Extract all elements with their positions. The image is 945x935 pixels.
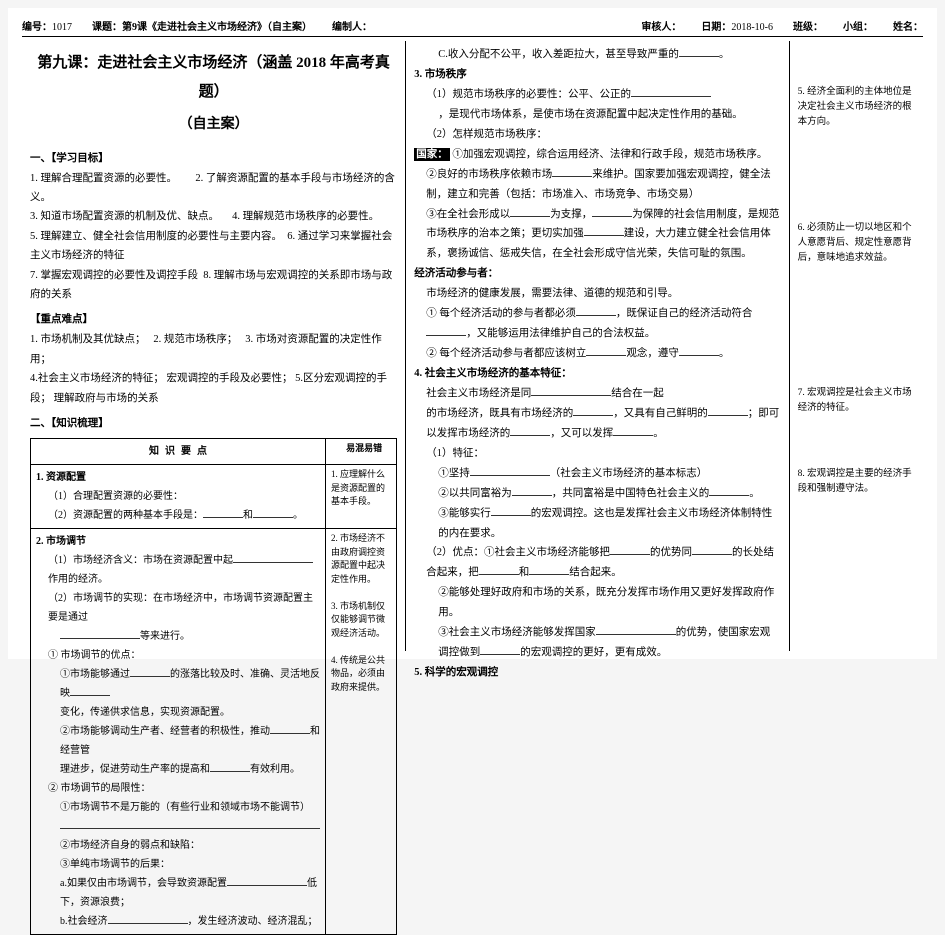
column-right: 5. 经济全面利的主体地位是决定社会主义市场经济的根本方向。 6. 必须防止一切… [789,41,923,651]
goals-heading: 一、【学习目标】 [30,149,397,169]
goal-row-1: 1. 理解合理配置资源的必要性。 2. 了解资源配置的基本手段与市场经济的含义。 [30,169,397,208]
table-right-notes: 2. 市场经济不由政府调控资源配置中起决定性作用。 3. 市场机制仅仅能够调节微… [326,529,397,935]
header-id: 编号：1017 [22,18,72,33]
header-class: 班级： [793,18,823,33]
lesson-title: 第九课：走进社会主义市场经济（涵盖 2018 年高考真题） [30,49,397,106]
section-5-head: 5. 科学的宏观调控 [414,663,780,683]
text-line: ，是现代市场体系，是使市场在资源配置中起决定性作用的基础。 [414,105,780,125]
fill-blank-line: ②良好的市场秩序依赖市场来维护。国家要加强宏观调控，健全法制，建立和完善（包括：… [414,165,780,205]
page-container: 编号：1017 课题：第9课《走进社会主义市场经济》（自主案） 编制人： 审核人… [8,8,937,659]
fill-blank-line: ③能够实行的宏观调控。这也是发挥社会主义市场经济体制特性的内在要求。 [414,504,780,544]
fill-blank-line: ①坚持（社会主义市场经济的基本标志） [414,464,780,484]
line-c: C.收入分配不公平，收入差距拉大，甚至导致严重的。 [414,45,780,65]
column-middle: C.收入分配不公平，收入差距拉大，甚至导致严重的。 3. 市场秩序 （1）规范市… [405,41,788,651]
fill-blank-line: 理进步，促进劳动生产率的提高和有效利用。 [36,760,320,779]
actor-label: 经济活动参与者： [414,268,498,279]
fill-blank-line: b.社会经济，发生经济波动、经济混乱； [36,912,320,931]
content-columns: 第九课：走进社会主义市场经济（涵盖 2018 年高考真题） （自主案） 一、【学… [22,41,923,651]
fill-blank-line: （2）资源配置的两种基本手段是：和。 [36,506,320,525]
key-row-1: 1. 市场机制及其优缺点； 2. 规范市场秩序； 3. 市场对资源配置的决定性作… [30,330,397,369]
lesson-subtitle: （自主案） [30,112,397,139]
side-note: 8. 宏观调控是主要的经济手段和强制遵守法。 [798,467,915,497]
header-author: 编制人： [332,18,372,33]
header-topic: 课题：第9课《走进社会主义市场经济》（自主案） [92,18,312,33]
fill-blank-line: ② 每个经济活动参与者都应该树立观念，遵守。 [414,344,780,364]
side-note: 7. 宏观调控是社会主义市场经济的特征。 [798,386,915,416]
fill-blank-line: ①市场能够通过的涨落比较及时、准确、灵活地反映 [36,665,320,703]
key-row-2: 4.社会主义市场经济的特征； 宏观调控的手段及必要性； 5.区分宏观调控的手段；… [30,369,397,408]
fill-blank-line: ②以共同富裕为，共同富裕是中国特色社会主义的。 [414,484,780,504]
knowledge-heading: 二、【知识梳理】 [30,414,397,434]
header-reviewer: 审核人： [641,18,681,33]
side-note: 5. 经济全面利的主体地位是决定社会主义市场经济的根本方向。 [798,85,915,131]
actor-block: 经济活动参与者： [414,264,780,284]
section-3-head: 3. 市场秩序 [414,65,780,85]
goal-row-3: 5. 理解建立、健全社会信用制度的必要性与主要内容。 6. 通过学习来掌握社会主… [30,227,397,266]
goal-row-2: 3. 知道市场配置资源的机制及优、缺点。 4. 理解规范市场秩序的必要性。 [30,207,397,226]
table-row: 1. 资源配置 （1）合理配置资源的必要性： （2）资源配置的两种基本手段是：和… [31,465,397,529]
table-row: 2. 市场调节 （1）市场经济含义：市场在资源配置中起作用的经济。 （2）市场调… [31,529,397,935]
page-header: 编号：1017 课题：第9课《走进社会主义市场经济》（自主案） 编制人： 审核人… [22,18,923,37]
header-name: 姓名： [893,18,923,33]
fill-blank-line: ① 每个经济活动的参与者都必须，既保证自己的经济活动符合，又能够运用法律维护自己… [414,304,780,344]
nation-label: 国家： [414,148,450,161]
goal-row-4: 7. 掌握宏观调控的必要性及调控手段 8. 理解市场与宏观调控的关系即市场与政府… [30,266,397,305]
nation-block: 国家： ①加强宏观调控，综合运用经济、法律和行政手段，规范市场秩序。 [414,145,780,165]
fill-blank-line: a.如果仅由市场调节，会导致资源配置低下，资源浪费； [36,874,320,912]
table-head-left: 知识要点 [31,439,326,465]
fill-blank-line: （1）市场经济含义：市场在资源配置中起作用的经济。 [36,551,320,589]
fill-blank-line: 社会主义市场经济是同结合在一起 [414,384,780,404]
knowledge-table: 知识要点 易混易错 1. 资源配置 （1）合理配置资源的必要性： （2）资源配置… [30,438,397,935]
header-date: 日期：2018-10-6 [701,18,773,33]
table-head-right: 易混易错 [326,439,397,465]
column-left: 第九课：走进社会主义市场经济（涵盖 2018 年高考真题） （自主案） 一、【学… [22,41,405,651]
fill-blank-line: 的市场经济，既具有市场经济的，又具有自己鲜明的；即可以发挥市场经济的，又可以发挥… [414,404,780,444]
fill-blank-line: ②市场能够调动生产者、经营者的积极性，推动和经营管 [36,722,320,760]
side-note: 6. 必须防止一切以地区和个人意愿背后、规定性意愿背后，意味地追求效益。 [798,221,915,267]
header-group: 小组： [843,18,873,33]
fill-blank-line: 等来进行。 [36,627,320,646]
fill-blank-line: （2）优点：①社会主义市场经济能够把的优势同的长处结合起来，把和结合起来。 [414,543,780,583]
fill-blank-line: （1）规范市场秩序的必要性：公平、公正的 [414,85,780,105]
keypoints-heading: 【重点难点】 [30,310,397,330]
fill-blank-line: ③在全社会形成以为支撑，为保障的社会信用制度，是规范市场秩序的治本之策；更切实加… [414,205,780,265]
fill-blank-line: ③社会主义市场经济能够发挥国家的优势，使国家宏观调控做到的宏观调控的更好，更有成… [414,623,780,663]
section-4-head: 4. 社会主义市场经济的基本特征： [414,364,780,384]
fill-blank-line [36,817,320,836]
